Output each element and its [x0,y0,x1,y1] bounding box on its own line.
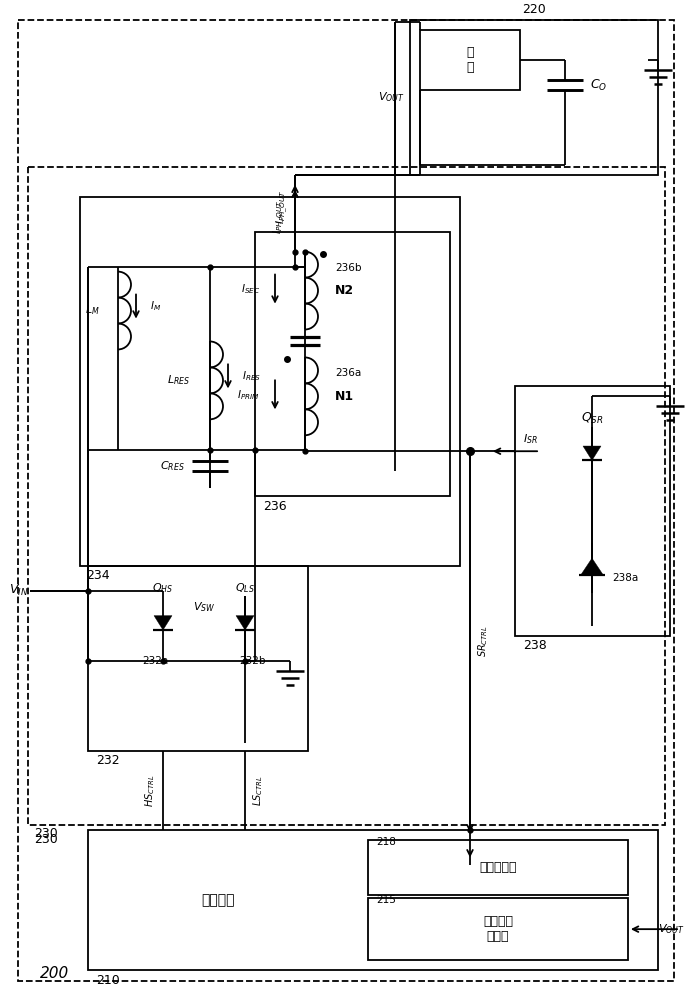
Text: $V_{OUT}$: $V_{OUT}$ [379,90,405,104]
Polygon shape [154,616,172,630]
Bar [515,386,670,636]
Polygon shape [581,558,603,575]
Text: $SR_{CTRL}$: $SR_{CTRL}$ [476,625,490,657]
Polygon shape [236,616,254,630]
Text: $C_O$: $C_O$ [590,77,608,93]
Text: $Q_{SR}$: $Q_{SR}$ [581,411,603,426]
Text: $I_{PH\_OUT}$: $I_{PH\_OUT}$ [275,190,290,224]
Text: $LS_{CTRL}$: $LS_{CTRL}$ [251,775,265,806]
Text: $L_M$: $L_M$ [85,304,100,317]
Text: N1: N1 [335,390,354,403]
Text: $I_{PRIM}$: $I_{PRIM}$ [237,388,260,402]
Text: 234: 234 [86,569,109,582]
Text: 负载瞬变
检测器: 负载瞬变 检测器 [483,915,513,943]
Bar [420,30,520,90]
Text: 230: 230 [34,833,57,846]
Bar [88,830,658,970]
Text: $C_{RES}$: $C_{RES}$ [161,459,185,473]
Text: 控制电路: 控制电路 [201,893,235,907]
Text: 236b: 236b [335,263,361,273]
Text: 电流采样器: 电流采样器 [480,861,517,874]
Text: 238: 238 [523,639,547,652]
Bar [80,197,460,566]
Text: $I_{SEC}$: $I_{SEC}$ [241,283,260,296]
Bar [368,840,628,895]
Bar [255,232,450,496]
Bar [88,566,308,751]
Text: 238a: 238a [612,573,638,583]
Text: 整
流: 整 流 [466,46,474,74]
Text: $Q_{HS}$: $Q_{HS}$ [152,581,174,595]
Text: 210: 210 [96,974,120,987]
Text: $Q_{LS}$: $Q_{LS}$ [235,581,255,595]
Polygon shape [583,446,601,460]
Text: 232a: 232a [142,656,168,666]
Text: N2: N2 [335,284,354,297]
Text: 232: 232 [96,754,120,767]
Text: 215: 215 [376,895,396,905]
Text: $I_{RES}$: $I_{RES}$ [242,369,261,383]
Text: $HS_{CTRL}$: $HS_{CTRL}$ [143,774,157,807]
Bar [410,20,658,175]
Text: 236a: 236a [335,368,361,378]
Text: 218: 218 [376,837,396,847]
Text: $V_{IN}$: $V_{IN}$ [8,583,28,598]
Text: $V_{OUT}$: $V_{OUT}$ [658,922,685,936]
Text: $I_{PH\_OUT}$: $I_{PH\_OUT}$ [272,200,287,234]
Text: 220: 220 [522,3,546,16]
Text: 236: 236 [263,500,286,513]
Text: $I_{SR}$: $I_{SR}$ [522,432,538,446]
Text: $I_M$: $I_M$ [150,300,161,313]
Bar [368,898,628,960]
Text: 230: 230 [34,827,57,840]
Text: 232b: 232b [239,656,266,666]
Bar [28,167,665,825]
Text: $V_{SW}$: $V_{SW}$ [193,600,215,614]
Text: 200: 200 [40,966,69,981]
Text: $L_{RES}$: $L_{RES}$ [167,373,190,387]
